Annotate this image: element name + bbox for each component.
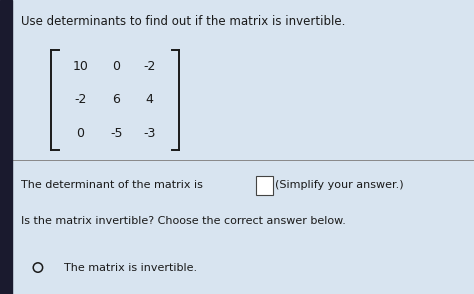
- Text: 0: 0: [77, 127, 84, 140]
- Text: 6: 6: [112, 93, 120, 106]
- Text: -2: -2: [74, 93, 87, 106]
- Text: 0: 0: [112, 60, 120, 73]
- Text: Use determinants to find out if the matrix is invertible.: Use determinants to find out if the matr…: [21, 15, 346, 28]
- Text: Is the matrix invertible? Choose the correct answer below.: Is the matrix invertible? Choose the cor…: [21, 216, 346, 225]
- Text: The matrix is invertible.: The matrix is invertible.: [64, 263, 197, 273]
- Text: -3: -3: [143, 127, 155, 140]
- Text: 4: 4: [146, 93, 153, 106]
- Bar: [0, 0, 12, 294]
- Text: (Simplify your answer.): (Simplify your answer.): [275, 180, 403, 190]
- Text: -2: -2: [143, 60, 155, 73]
- Text: 10: 10: [73, 60, 89, 73]
- Text: -5: -5: [110, 127, 122, 140]
- FancyBboxPatch shape: [256, 176, 273, 195]
- Text: The determinant of the matrix is: The determinant of the matrix is: [21, 180, 203, 190]
